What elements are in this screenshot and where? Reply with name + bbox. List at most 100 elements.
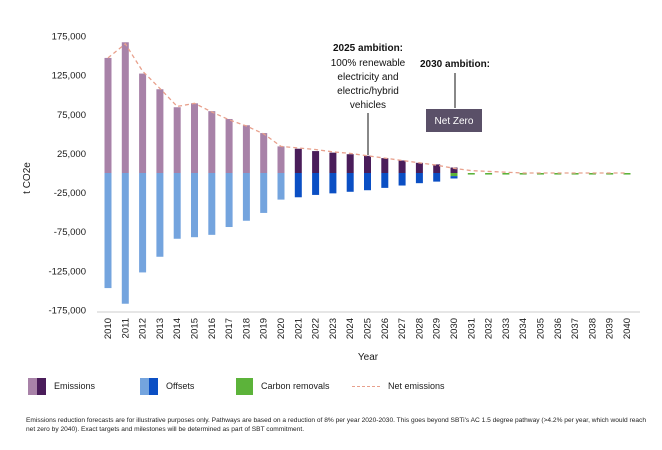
emissions-bar bbox=[191, 103, 198, 173]
legend-net-emissions-label: Net emissions bbox=[388, 381, 445, 391]
annotation-2025-line-3: electric/hybrid bbox=[337, 86, 399, 97]
annotation-2030: 2030 ambition: Net Zero bbox=[420, 59, 490, 132]
legend-offsets-swatch-dark bbox=[149, 377, 158, 395]
x-tick-label: 2025 bbox=[363, 318, 374, 339]
carbon-removals-bar bbox=[485, 173, 493, 175]
emissions-bar bbox=[156, 89, 164, 173]
offsets-bar bbox=[415, 173, 423, 184]
bars-group bbox=[104, 42, 631, 304]
offsets-bar bbox=[139, 173, 147, 273]
legend-emissions-label: Emissions bbox=[54, 381, 96, 391]
emissions-bar bbox=[242, 125, 250, 173]
y-tick-label: -175,000 bbox=[48, 306, 86, 317]
offsets-bar bbox=[173, 173, 181, 239]
x-tick-label: 2038 bbox=[587, 318, 598, 339]
x-tick-label: 2017 bbox=[224, 318, 235, 339]
annotation-2030-title: 2030 ambition: bbox=[420, 59, 490, 70]
x-tick-label: 2018 bbox=[241, 318, 252, 339]
carbon-removals-bar bbox=[623, 173, 631, 175]
x-tick-label: 2030 bbox=[449, 318, 460, 339]
net-zero-box bbox=[426, 109, 482, 132]
legend-emissions-swatch-light bbox=[28, 377, 37, 395]
x-tick-label: 2012 bbox=[138, 318, 149, 339]
offsets-bar bbox=[191, 173, 198, 238]
y-tick-label: 175,000 bbox=[52, 32, 86, 43]
carbon-removals-bar bbox=[502, 173, 510, 175]
x-tick-label: 2033 bbox=[501, 318, 512, 339]
net-emissions-line bbox=[107, 42, 627, 174]
carbon-removals-bar bbox=[606, 173, 614, 175]
y-tick-label: -75,000 bbox=[54, 227, 86, 238]
x-tick-label: 2040 bbox=[622, 318, 633, 339]
offsets-bar bbox=[294, 173, 302, 198]
offsets-bar bbox=[104, 173, 112, 289]
emissions-bar bbox=[450, 167, 458, 173]
x-tick-label: 2010 bbox=[103, 318, 114, 339]
x-tick-label: 2021 bbox=[293, 318, 304, 339]
y-axis: 175,000 125,000 75,000 25,000 -25,000 -75,000… bbox=[48, 32, 86, 317]
x-tick-label: 2020 bbox=[276, 318, 287, 339]
x-tick-label: 2032 bbox=[484, 318, 495, 339]
x-tick-label: 2029 bbox=[432, 318, 443, 339]
x-tick-label: 2039 bbox=[605, 318, 616, 339]
y-tick-label: -25,000 bbox=[54, 188, 86, 199]
emissions-bar bbox=[260, 133, 268, 173]
footnote: Emissions reduction forecasts are for il… bbox=[26, 417, 647, 433]
offsets-bar bbox=[156, 173, 164, 257]
annotation-2025: 2025 ambition: 100% renewable electricit… bbox=[331, 43, 406, 155]
y-tick-label: 75,000 bbox=[57, 110, 86, 121]
legend-carbon-removals-swatch bbox=[236, 377, 253, 395]
offsets-bar bbox=[329, 173, 337, 194]
legend-net-emissions-swatch bbox=[352, 385, 380, 387]
y-tick-label: -125,000 bbox=[48, 266, 86, 277]
offsets-bar bbox=[346, 173, 354, 192]
x-tick-label: 2019 bbox=[259, 318, 270, 339]
emissions-bar bbox=[121, 42, 129, 174]
y-tick-label: 25,000 bbox=[57, 149, 86, 160]
legend-offsets-label: Offsets bbox=[166, 381, 195, 391]
x-tick-label: 2015 bbox=[190, 318, 201, 339]
carbon-removals-bar bbox=[537, 173, 544, 175]
y-axis-label: t CO2e bbox=[22, 162, 33, 194]
emissions-bar bbox=[225, 118, 233, 173]
x-tick-label: 2011 bbox=[120, 318, 131, 338]
carbon-removals-bar bbox=[467, 173, 475, 175]
offsets-bar bbox=[277, 173, 285, 200]
emissions-bar bbox=[173, 107, 181, 173]
emissions-bar bbox=[208, 111, 216, 173]
emissions-bar bbox=[398, 160, 406, 173]
x-tick-label: 2035 bbox=[536, 318, 547, 339]
legend-emissions: Emissions bbox=[28, 377, 95, 395]
net-emissions-line-group bbox=[107, 42, 627, 174]
x-tick-label: 2014 bbox=[172, 318, 183, 339]
offsets-bar bbox=[312, 173, 320, 195]
offsets-bar bbox=[121, 173, 129, 304]
emissions-bar bbox=[415, 162, 423, 173]
offsets-bar bbox=[208, 173, 216, 235]
offsets-bar bbox=[364, 173, 371, 191]
emissions-bar bbox=[312, 151, 320, 173]
legend-net-emissions: Net emissions bbox=[352, 377, 445, 395]
carbon-removals-bar bbox=[588, 173, 596, 175]
emissions-bar bbox=[346, 154, 354, 173]
x-tick-label: 2016 bbox=[207, 318, 218, 339]
emissions-bar bbox=[277, 146, 285, 173]
emissions-bar bbox=[104, 57, 112, 173]
x-tick-label: 2027 bbox=[397, 318, 408, 339]
carbon-removals-bar bbox=[554, 173, 562, 175]
carbon-removals-bar bbox=[571, 173, 579, 175]
x-tick-label: 2013 bbox=[155, 318, 166, 339]
legend-offsets: Offsets bbox=[140, 377, 194, 395]
legend-offsets-swatch-light bbox=[140, 377, 149, 395]
annotation-2025-title: 2025 ambition: bbox=[333, 43, 403, 54]
emissions-bar bbox=[433, 164, 441, 173]
x-axis-ticks: 2010 2011 2012 2013 2014 2015 2016 2017 2018 2019… bbox=[103, 318, 633, 339]
carbon-removals-bar bbox=[450, 173, 458, 177]
legend-carbon-removals: Carbon removals bbox=[236, 377, 330, 395]
offsets-bar bbox=[260, 173, 268, 213]
x-tick-label: 2031 bbox=[466, 318, 477, 339]
annotation-2025-line-2: electricity and bbox=[337, 72, 398, 83]
x-tick-label: 2028 bbox=[414, 318, 425, 339]
emissions-bar bbox=[381, 158, 389, 173]
legend-emissions-swatch-dark bbox=[37, 377, 46, 395]
